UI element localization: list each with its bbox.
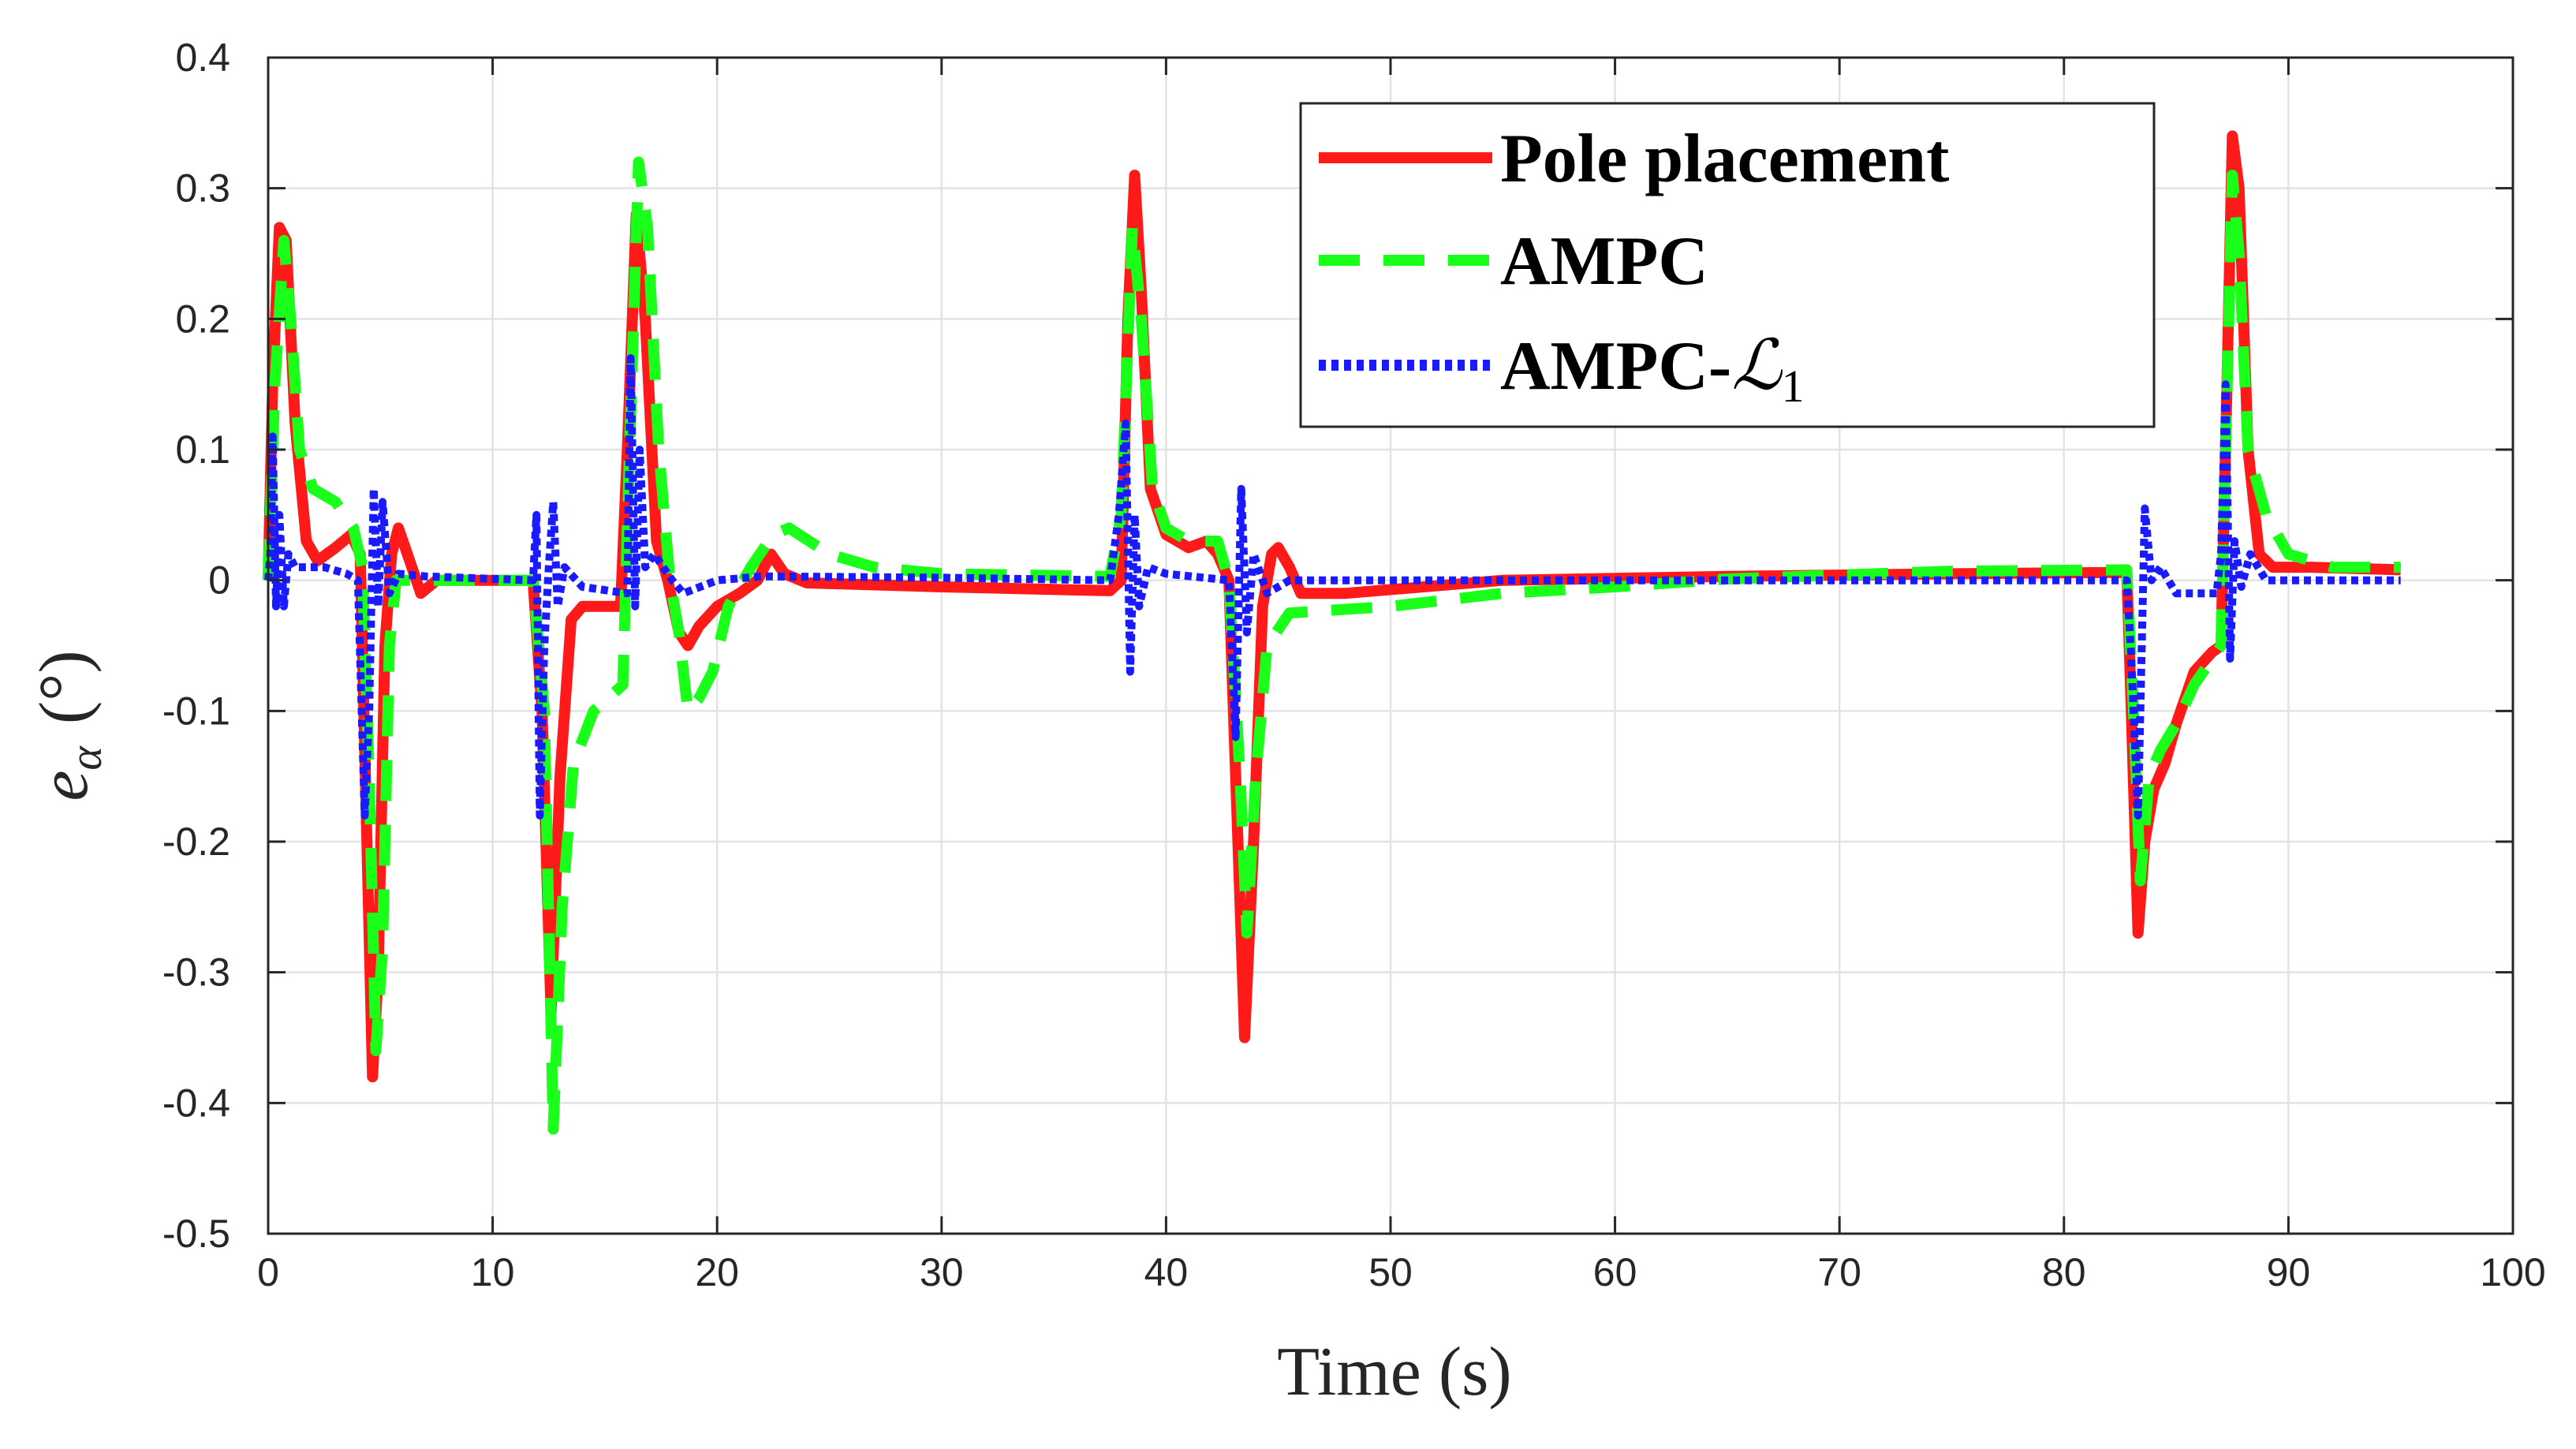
y-tick-label: 0.4 xyxy=(175,35,230,80)
x-tick-label: 80 xyxy=(2042,1250,2086,1294)
x-tick-label: 60 xyxy=(1593,1250,1637,1294)
y-tick-label: -0.3 xyxy=(162,950,230,995)
y-axis-unit: (°) xyxy=(26,650,103,724)
y-tick-label: 0.3 xyxy=(175,166,230,211)
x-tick-label: 20 xyxy=(695,1250,739,1294)
legend-label-ampc: AMPC xyxy=(1500,223,1708,300)
y-tick-label: -0.2 xyxy=(162,820,230,864)
x-tick-label: 70 xyxy=(1817,1250,1861,1294)
legend-label-ampc-l1: AMPC-ℒ1 xyxy=(1500,324,1805,412)
legend-label-ampc-l1-text: AMPC- xyxy=(1500,328,1731,405)
x-tick-label: 10 xyxy=(471,1250,515,1294)
y-tick-label: 0 xyxy=(208,558,230,603)
y-axis-symbol: e xyxy=(26,771,103,801)
legend: Pole placement AMPC AMPC-ℒ1 xyxy=(1299,102,2156,428)
legend-label-ampc-l1-subscript: 1 xyxy=(1782,360,1805,412)
legend-label-pole-placement: Pole placement xyxy=(1500,121,1949,197)
y-tick-label: -0.1 xyxy=(162,689,230,733)
x-tick-label: 30 xyxy=(920,1250,964,1294)
y-tick-label: -0.4 xyxy=(162,1081,230,1125)
x-tick-label: 0 xyxy=(257,1250,279,1294)
svg-text:eα(°): eα (°) xyxy=(26,650,111,801)
y-tick-label: 0.1 xyxy=(175,428,230,472)
y-axis-title: eα (°) xyxy=(26,650,111,801)
x-tick-label: 40 xyxy=(1144,1250,1189,1294)
x-tick-label: 100 xyxy=(2480,1250,2545,1294)
series-layer xyxy=(263,130,2401,1135)
y-axis-subscript: α xyxy=(60,745,111,771)
legend-label-ampc-l1-symbol: ℒ xyxy=(1731,324,1783,405)
y-ticks: 0.4 0.3 0.2 0.1 0 -0.1 -0.2 -0.3 -0.4 -0.5 xyxy=(162,35,2513,1256)
x-tick-label: 50 xyxy=(1368,1250,1413,1294)
series-line-ampc-l1 xyxy=(264,354,2401,820)
x-axis-title: Time (s) xyxy=(1277,1334,1511,1410)
x-tick-label: 90 xyxy=(2267,1250,2311,1294)
x-ticks: 0 10 20 30 40 50 60 70 80 90 100 xyxy=(257,58,2546,1294)
y-tick-label: 0.2 xyxy=(175,297,230,341)
y-tick-label: -0.5 xyxy=(162,1212,230,1256)
